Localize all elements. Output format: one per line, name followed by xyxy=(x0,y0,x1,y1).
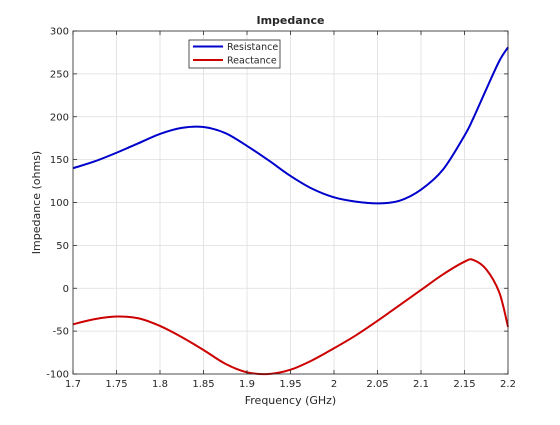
x-axis-label: Frequency (GHz) xyxy=(245,394,336,407)
y-tick-label: 250 xyxy=(50,69,69,80)
y-tick-label: 200 xyxy=(50,112,69,123)
x-tick-label: 2.1 xyxy=(413,379,429,390)
y-tick-label: 100 xyxy=(50,198,69,209)
x-tick-label: 1.7 xyxy=(65,379,81,390)
y-tick-labels: -100 -50 0 50 100 150 200 250 300 xyxy=(46,27,69,381)
legend: Resistance Reactance xyxy=(188,39,281,69)
legend-label-reactance: Reactance xyxy=(227,56,277,67)
y-tick-label: -50 xyxy=(53,327,69,338)
x-tick-labels: 1.7 1.75 1.8 1.85 1.9 1.95 2 2.05 2.1 2.15 2.2 xyxy=(65,379,516,390)
x-tick-label: 1.95 xyxy=(279,379,301,390)
x-tick-label: 1.75 xyxy=(105,379,127,390)
x-tick-label: 1.8 xyxy=(152,379,168,390)
x-tick-label: 2.2 xyxy=(500,379,516,390)
series-line-reactance xyxy=(72,258,509,376)
series-line-resistance xyxy=(72,46,509,205)
y-tick-label: -100 xyxy=(46,370,69,381)
chart-title: Impedance xyxy=(257,14,325,27)
y-tick-label: 300 xyxy=(50,27,69,38)
legend-box xyxy=(188,39,281,69)
y-tick-label: 150 xyxy=(50,155,69,166)
x-tick-label: 1.85 xyxy=(192,379,214,390)
legend-label-resistance: Resistance xyxy=(227,42,278,53)
ticks xyxy=(72,30,509,375)
y-tick-label: 0 xyxy=(63,284,69,295)
x-tick-label: 1.9 xyxy=(239,379,255,390)
series-layer xyxy=(72,46,509,376)
y-axis-label: Impedance (ohms) xyxy=(30,151,43,254)
x-tick-label: 2.15 xyxy=(453,379,475,390)
x-tick-label: 2.05 xyxy=(366,379,388,390)
y-tick-label: 50 xyxy=(56,241,69,252)
x-tick-label: 2 xyxy=(331,379,337,390)
